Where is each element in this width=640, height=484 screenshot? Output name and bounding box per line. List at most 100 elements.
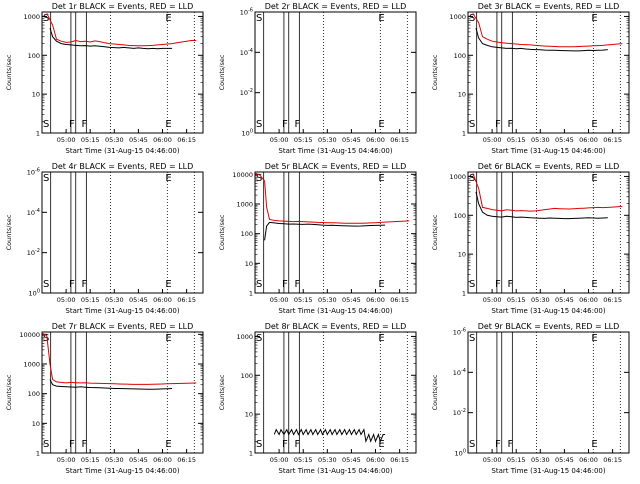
start-flag-label: S [469,279,475,290]
x-tick-label: 05:00 [483,296,502,304]
y-tick-label: 100 [454,212,466,220]
y-tick-label: 100 [454,52,466,60]
lld-series-line [472,173,623,212]
flare-flag-label: F [82,279,88,290]
x-tick-label: 05:00 [57,136,76,144]
start-flag-label: S [256,13,262,24]
x-tick-label: 06:15 [177,456,196,464]
x-tick-label: 05:45 [555,136,574,144]
flare-flag-label: F [69,439,75,450]
y-tick-label: 100 [241,230,253,238]
chart-title: Det 7r BLACK = Events, RED = LLD [52,322,194,331]
x-tick-label: 06:00 [579,136,598,144]
lld-series-line [472,13,623,48]
x-tick-label: 05:15 [507,296,526,304]
end-flag-label: E [165,13,171,24]
chart-panel: Det 7r BLACK = Events, RED = LLD 05:00 05:… [0,320,213,480]
start-flag-label: S [256,173,262,184]
y-tick-label: 100 [28,390,40,398]
x-axis-label: Start Time (31-Aug-15 04:46:00) [491,307,605,315]
flare-flag-label: F [282,279,288,290]
chart-title: Det 6r BLACK = Events, RED = LLD [478,162,620,171]
events-series-line [49,379,173,390]
flare-flag-label: F [495,279,501,290]
y-tick-label: 10 [458,251,466,259]
y-tick-label: 100 [455,449,466,458]
chart-title: Det 3r BLACK = Events, RED = LLD [478,2,620,11]
flare-flag-label: F [508,279,514,290]
flare-flag-label: F [82,119,88,130]
start-flag-label: S [469,13,475,24]
x-tick-label: 05:45 [129,296,148,304]
end-flag-label: E [378,333,384,344]
plot-frame [254,11,417,134]
x-tick-label: 05:15 [81,296,100,304]
x-tick-label: 06:00 [366,136,385,144]
start-flag-label: S [469,173,475,184]
start-flag-label: S [256,119,262,130]
plot-frame [254,331,417,454]
end-flag-label: E [378,279,384,290]
y-axis-label: Counts/sec [5,54,13,90]
chart-panel: Det 4r BLACK = Events, RED = LLD 05:00 05:… [0,160,213,320]
chart-panel: Det 9r BLACK = Events, RED = LLD 05:00 05:… [426,320,639,480]
y-tick-label: 10-4 [453,368,466,377]
x-tick-label: 06:15 [603,296,622,304]
plot-frame [41,11,204,134]
x-tick-label: 05:15 [81,136,100,144]
x-tick-label: 05:00 [57,296,76,304]
y-tick-label: 1 [249,450,253,458]
x-tick-label: 05:15 [81,456,100,464]
y-tick-label: 10000 [19,331,40,339]
end-flag-label: E [591,439,597,450]
start-flag-label: S [469,333,475,344]
y-tick-label: 1000 [236,333,253,341]
x-tick-label: 05:30 [531,136,550,144]
y-tick-label: 10-6 [27,168,40,177]
y-tick-label: 10 [245,260,253,268]
x-tick-label: 05:45 [342,296,361,304]
start-flag-label: S [469,119,475,130]
flare-flag-label: F [508,119,514,130]
x-tick-label: 05:30 [318,456,337,464]
x-tick-label: 05:45 [342,136,361,144]
flare-flag-label: F [82,439,88,450]
x-axis-label: Start Time (31-Aug-15 04:46:00) [278,147,392,155]
chart-svg: Det 3r BLACK = Events, RED = LLD 05:00 05:… [431,2,630,155]
lld-series-line [254,172,410,224]
x-tick-label: 05:30 [105,456,124,464]
x-tick-label: 05:15 [294,456,313,464]
y-tick-label: 10 [32,91,40,99]
start-flag-label: S [43,119,49,130]
chart-panel: Det 5r BLACK = Events, RED = LLD 05:00 05:… [213,160,426,320]
y-axis-label: Counts/sec [218,374,226,410]
end-flag-label: E [591,13,597,24]
y-tick-label: 1000 [23,361,40,369]
events-series-line [49,27,173,50]
flare-flag-label: F [495,439,501,450]
y-tick-label: 100 [241,372,253,380]
y-tick-label: 1000 [449,13,466,21]
plot-frame [467,331,630,454]
chart-title: Det 8r BLACK = Events, RED = LLD [265,322,407,331]
x-tick-label: 05:15 [294,136,313,144]
chart-title: Det 2r BLACK = Events, RED = LLD [265,2,407,11]
x-tick-label: 05:00 [483,136,502,144]
chart-title: Det 5r BLACK = Events, RED = LLD [265,162,407,171]
start-flag-label: S [256,333,262,344]
y-tick-label: 1000 [236,201,253,209]
y-tick-label: 10-2 [27,248,40,257]
x-tick-label: 05:15 [294,296,313,304]
x-tick-label: 06:00 [579,296,598,304]
y-axis-label: Counts/sec [5,214,13,250]
chart-svg: Det 8r BLACK = Events, RED = LLD 05:00 05:… [218,322,417,475]
chart-svg: Det 6r BLACK = Events, RED = LLD 05:00 05:… [431,162,630,315]
chart-svg: Det 1r BLACK = Events, RED = LLD 05:00 05:… [5,2,204,155]
y-tick-label: 10 [32,420,40,428]
end-flag-label: E [165,439,171,450]
events-series-line [475,191,608,220]
flare-flag-label: F [282,439,288,450]
y-axis-label: Counts/sec [5,374,13,410]
chart-title: Det 1r BLACK = Events, RED = LLD [52,2,194,11]
x-tick-label: 05:30 [531,296,550,304]
